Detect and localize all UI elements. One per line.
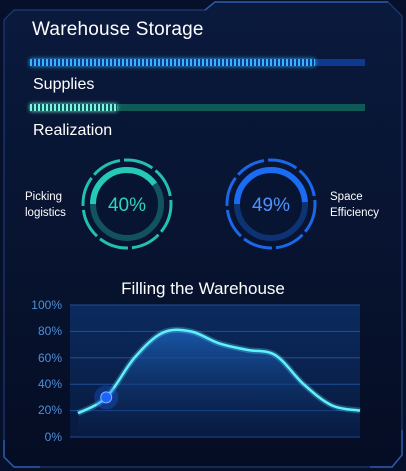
progress-track: [30, 104, 365, 111]
progress-fill: [30, 104, 118, 111]
chart-title: Filling the Warehouse: [121, 279, 285, 298]
gauge-value-arc: [90, 167, 164, 241]
gauge-value-arc: [234, 167, 308, 241]
y-tick-label: 0%: [44, 430, 62, 444]
panel-title: Warehouse Storage: [32, 19, 204, 40]
gauge-value-text: 49%: [252, 195, 290, 216]
area-fill: [78, 329, 360, 437]
gauge-outer-ring: [225, 158, 317, 250]
progress-label: Supplies: [33, 76, 95, 93]
series-line: [77, 328, 361, 415]
y-tick-label: 100%: [31, 298, 62, 312]
progress-track: [30, 59, 365, 66]
gauge-space-efficiency: 49%: [225, 158, 317, 250]
gauge-outer-ring: [81, 158, 173, 250]
gauge-label-picking-logistics: Picking logistics: [25, 191, 66, 219]
gauge-value-text: 40%: [108, 195, 146, 216]
gauge-center: [241, 174, 301, 234]
gauge-label-space-efficiency: Space Efficiency: [330, 191, 380, 219]
gauge-center: [97, 174, 157, 234]
y-tick-label: 60%: [37, 351, 62, 365]
progress-fill: [30, 59, 315, 66]
y-tick-label: 20%: [37, 403, 62, 417]
progress-label: Realization: [33, 122, 113, 139]
y-tick-label: 80%: [37, 324, 62, 338]
y-tick-label: 40%: [37, 377, 62, 391]
gauge-picking-logistics: 40%: [81, 158, 173, 250]
highlight-marker: [100, 391, 113, 404]
